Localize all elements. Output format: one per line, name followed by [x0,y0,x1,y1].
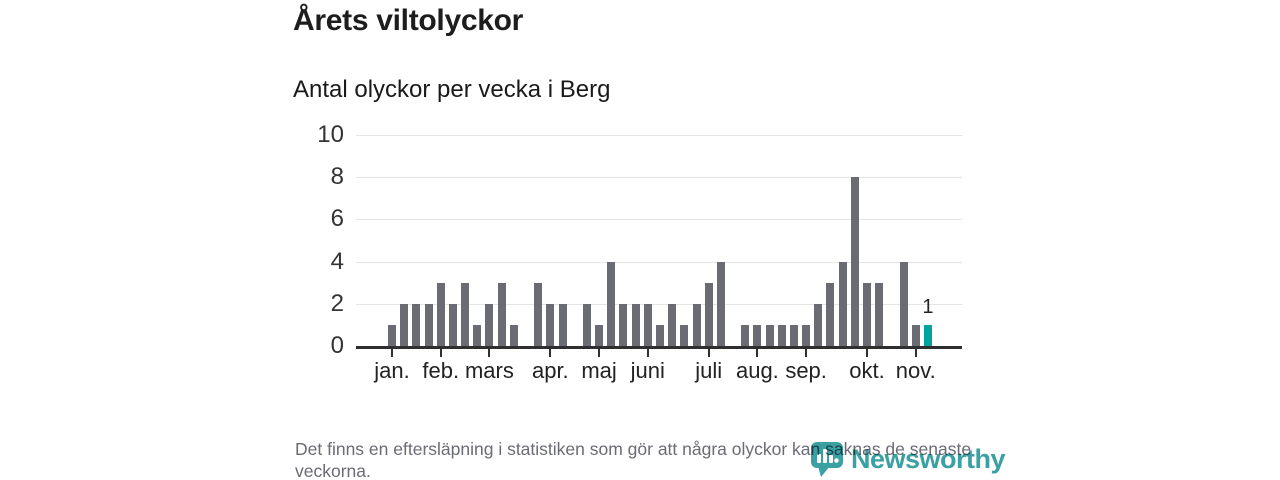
x-tick-aug [756,349,759,357]
bar-week-6 [448,303,457,346]
bar-week-45 [923,324,932,346]
newsworthy-speech-bubble-barchart-icon [810,441,844,480]
bar-week-38 [838,261,847,346]
bar-week-8 [473,324,482,346]
x-tick-feb [439,349,442,357]
bar-week-20 [619,303,628,346]
bar-week-35 [802,324,811,346]
highlight-value-label: 1 [922,295,934,318]
x-tick-juni [646,349,649,357]
bar-week-32 [765,324,774,346]
x-tick-label-mars: mars [464,358,514,383]
gridline-y-4 [356,261,962,263]
bar-week-28 [716,261,725,346]
footnote-text: Det finns en eftersläpning i statistiken… [295,439,972,480]
bar-week-25 [680,324,689,346]
y-tick-label-2: 2 [330,289,344,317]
chart-subtitle: Antal olyckor per vecka i Berg [293,76,611,103]
bar-week-27 [704,282,713,346]
x-tick-label-sep: sep. [785,358,827,383]
bar-week-37 [826,282,835,346]
bar-week-44 [911,324,920,346]
bar-week-17 [582,303,591,346]
bar-week-34 [789,324,798,346]
bar-week-36 [814,303,823,346]
x-tick-label-maj: maj [581,358,617,383]
x-tick-label-feb: feb. [422,358,460,383]
bar-week-30 [741,324,750,346]
bar-week-40 [863,282,872,346]
bar-week-15 [558,303,567,346]
bar-week-13 [534,282,543,346]
bar-week-9 [485,303,494,346]
bar-week-14 [546,303,555,346]
y-tick-label-10: 10 [317,121,344,148]
bar-week-10 [497,282,506,346]
x-tick-okt [866,349,869,357]
gridline-y-2 [356,303,962,305]
bar-week-18 [595,324,604,346]
x-tick-label-aug: aug. [735,358,779,383]
x-tick-nov [914,349,917,357]
newsworthy-logo: Newsworthy [810,441,1006,480]
x-tick-label-nov: nov. [895,358,936,383]
gridline-y-8 [356,177,962,179]
bar-week-33 [777,324,786,346]
x-tick-label-juli: juli [695,358,723,383]
x-tick-label-okt: okt. [849,358,885,383]
bar-week-1 [388,324,396,346]
x-tick-maj [598,349,601,357]
y-tick-label-4: 4 [330,247,344,275]
bar-week-19 [607,261,616,346]
y-tick-label-0: 0 [330,332,344,359]
bar-week-41 [875,282,884,346]
bar-week-4 [424,303,433,346]
x-tick-label-jan: jan. [374,358,410,383]
bar-week-31 [753,324,762,346]
bar-week-5 [436,282,445,346]
bar-week-21 [631,303,640,346]
chart-title: Årets viltolyckor [293,4,523,37]
gridline-y-10 [356,135,962,136]
x-tick-apr [549,349,552,357]
bar-week-23 [655,324,664,346]
x-tick-jan [391,349,393,357]
bar-week-22 [643,303,652,346]
x-tick-label-juni: juni [630,358,665,383]
gridline-y-6 [356,219,962,221]
bar-week-39 [850,177,859,346]
x-tick-sep [805,349,808,357]
bar-week-3 [412,303,421,346]
plot-area: 1 [356,135,962,349]
bar-week-11 [509,324,518,346]
bar-week-43 [899,261,908,346]
x-tick-juli [707,349,710,357]
newsworthy-logo-text: Newsworthy [851,444,1006,474]
x-tick-mars [488,349,491,357]
y-tick-label-8: 8 [330,163,344,191]
bar-week-24 [668,303,677,346]
x-tick-label-apr: apr. [531,358,569,383]
y-tick-label-6: 6 [330,205,344,233]
bar-week-2 [400,303,409,346]
bar-week-26 [692,303,701,346]
bar-week-7 [461,282,470,346]
